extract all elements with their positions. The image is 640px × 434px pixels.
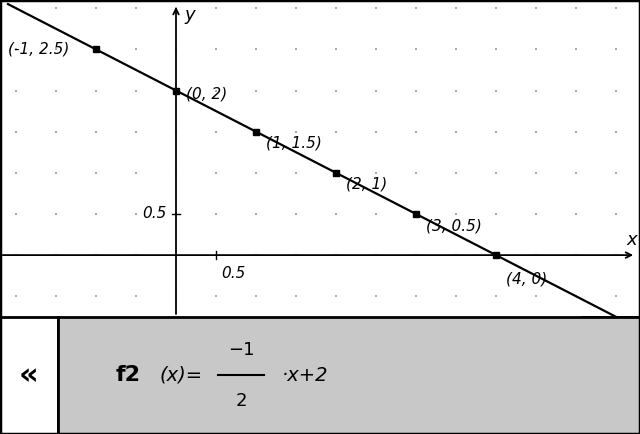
Text: (-1, 2.5): (-1, 2.5) — [8, 41, 69, 56]
Text: (0, 2): (0, 2) — [186, 86, 227, 102]
Text: (2, 1): (2, 1) — [346, 177, 387, 192]
Text: x: x — [627, 231, 637, 250]
Text: (3, 0.5): (3, 0.5) — [426, 218, 481, 233]
Text: (4, 0): (4, 0) — [506, 272, 547, 286]
Text: ⋀
⋀: ⋀ ⋀ — [603, 355, 620, 396]
Text: y: y — [184, 6, 195, 24]
Text: 0.5: 0.5 — [142, 207, 166, 221]
Text: (1, 1.5): (1, 1.5) — [266, 136, 321, 151]
Text: 0.5: 0.5 — [221, 266, 246, 281]
Text: «: « — [19, 361, 38, 390]
Text: 2: 2 — [236, 392, 247, 410]
Text: −1: −1 — [228, 341, 254, 358]
Text: ·x+2: ·x+2 — [282, 366, 328, 385]
Text: f2: f2 — [116, 365, 141, 385]
Text: (x)=: (x)= — [159, 366, 203, 385]
